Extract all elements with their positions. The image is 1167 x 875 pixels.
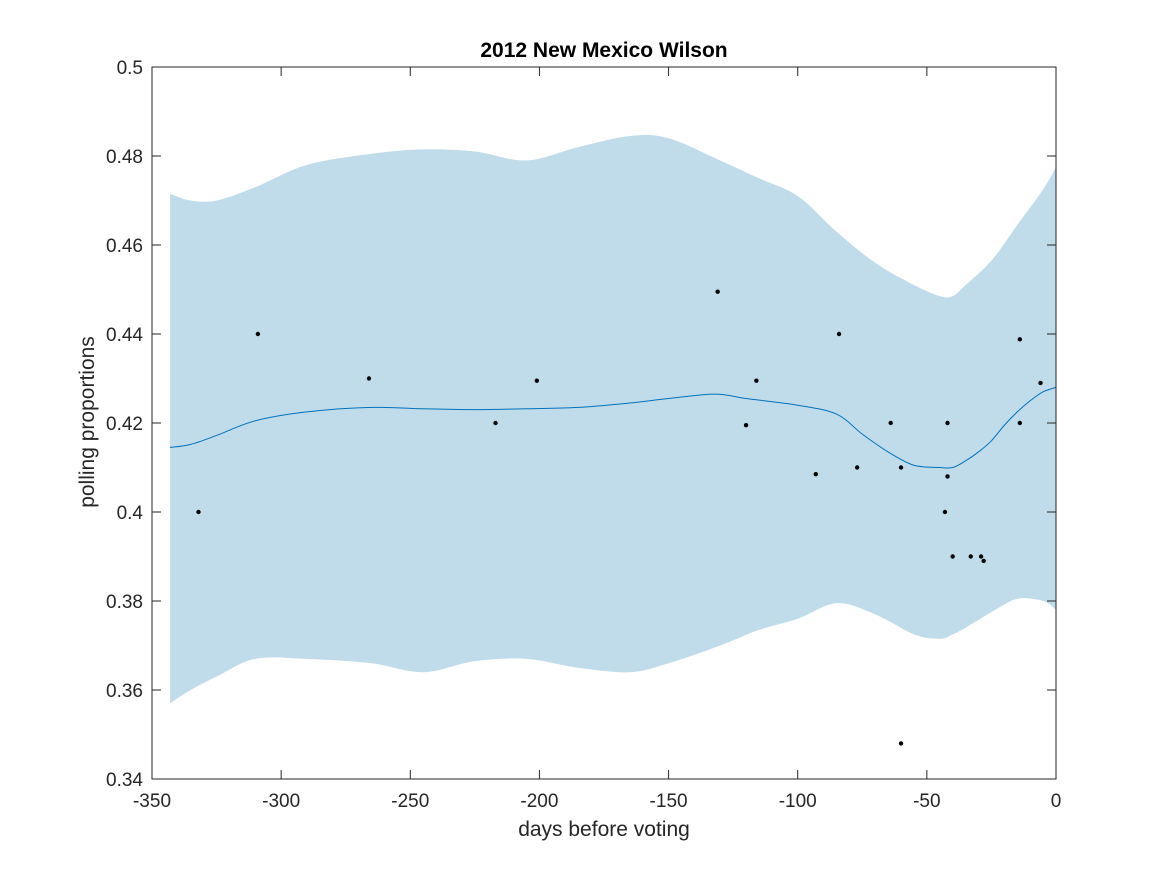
data-point: [888, 420, 893, 426]
data-point: [836, 331, 842, 337]
y-tick-label: 0.5: [117, 58, 143, 79]
data-point: [942, 509, 948, 515]
confidence-band: [170, 134, 1056, 704]
data-point: [978, 554, 984, 559]
x-tick-label: -200: [520, 791, 558, 812]
data-point: [366, 376, 372, 381]
axes: -350 -300 -250 -200 -150 -100 -50 0 0.34 0.36 0.38…: [106, 58, 1061, 812]
data-point: [968, 554, 973, 559]
x-tick-label: -350: [133, 791, 171, 812]
x-tick-label: -150: [650, 791, 688, 812]
data-point: [1038, 380, 1043, 386]
series-line-0: [170, 386, 1057, 469]
data-point: [898, 741, 904, 746]
x-tick-label: 0: [1051, 791, 1062, 812]
y-tick-label: 0.38: [106, 592, 143, 613]
x-tick-label: -300: [262, 791, 300, 812]
plot-area: [170, 134, 1057, 746]
y-tick-label: 0.34: [106, 770, 143, 791]
y-tick-label: 0.42: [106, 414, 143, 435]
data-point: [813, 471, 818, 477]
data-point: [255, 331, 261, 337]
data-point: [981, 558, 986, 564]
data-point: [1017, 337, 1023, 342]
data-point: [950, 554, 955, 559]
x-tick-label: -100: [779, 791, 817, 812]
chart-title: 2012 New Mexico Wilson: [480, 39, 727, 62]
y-tick-label: 0.48: [106, 147, 143, 168]
data-point: [493, 420, 498, 426]
data-point: [534, 378, 540, 383]
data-point: [854, 465, 860, 470]
data-point: [945, 420, 950, 426]
y-tick-label: 0.46: [106, 236, 143, 257]
data-point: [196, 509, 201, 515]
y-tick-label: 0.36: [106, 681, 143, 702]
data-point: [945, 474, 950, 479]
x-tick-label: -50: [913, 791, 940, 812]
data-point: [754, 378, 759, 383]
x-axis-title: days before voting: [518, 818, 690, 841]
data-point: [715, 289, 720, 294]
y-tick-label: 0.44: [106, 325, 143, 346]
y-tick-label: 0.4: [117, 503, 144, 524]
data-point: [743, 423, 749, 428]
data-point: [898, 465, 904, 470]
data-point: [1017, 420, 1023, 426]
y-axis-title: polling proportions: [76, 336, 99, 508]
x-tick-label: -250: [391, 791, 429, 812]
